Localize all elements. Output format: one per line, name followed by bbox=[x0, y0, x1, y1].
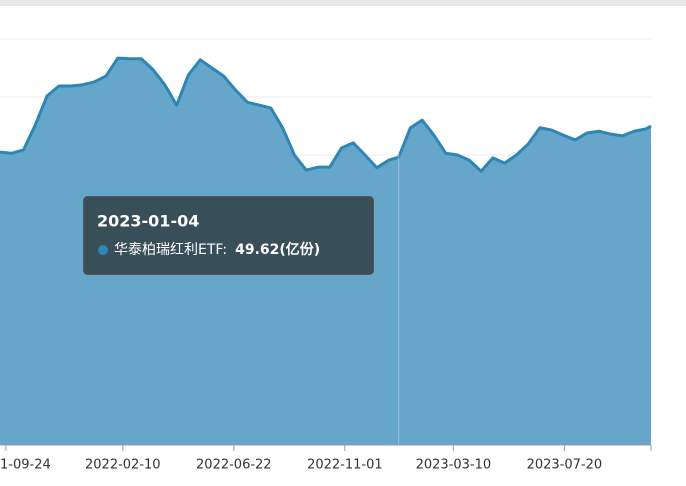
tooltip-dot bbox=[98, 245, 108, 255]
tooltip-label: 华泰柏瑞红利ETF: bbox=[114, 242, 227, 258]
tooltip-title: 2023-01-04 bbox=[97, 212, 199, 231]
tooltip-box bbox=[83, 196, 374, 275]
tooltip: 2023-01-04 华泰柏瑞红利ETF: 49.62(亿份) bbox=[83, 196, 374, 275]
x-tick-label: 2022-06-22 bbox=[196, 458, 272, 473]
x-tick-label: 2022-11-01 bbox=[307, 458, 383, 473]
top-bar bbox=[0, 0, 686, 6]
tooltip-value: 49.62(亿份) bbox=[235, 241, 320, 258]
x-tick-label: 2023-07-20 bbox=[527, 458, 603, 473]
line bbox=[0, 56, 652, 173]
x-tick-label: 2023-03-10 bbox=[416, 458, 492, 473]
x-tick-label: 1-09-24 bbox=[0, 458, 51, 473]
x-tick-label: 2022-02-10 bbox=[85, 458, 161, 473]
